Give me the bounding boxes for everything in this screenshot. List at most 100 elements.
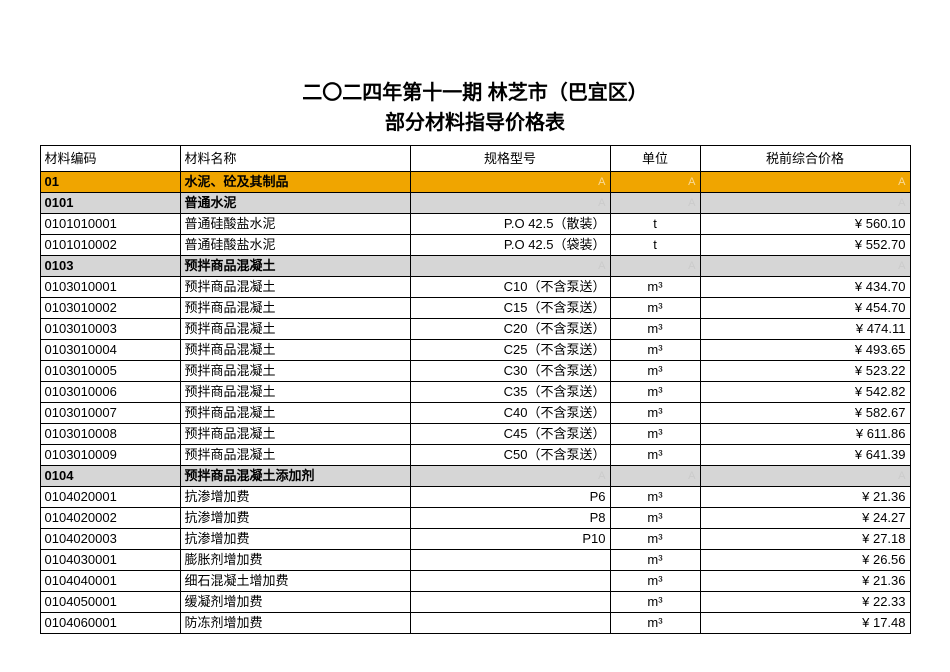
cell-price: A	[700, 466, 910, 487]
cell-spec: C30（不含泵送）	[410, 361, 610, 382]
table-body: 01水泥、砼及其制品AAA0101普通水泥AAA0101010001普通硅酸盐水…	[40, 172, 910, 634]
cell-code: 0104060001	[40, 613, 180, 634]
cell-code: 0104020002	[40, 508, 180, 529]
cell-spec	[410, 571, 610, 592]
table-row: 0104020003抗渗增加费P10m³¥ 27.18	[40, 529, 910, 550]
cell-unit: m³	[610, 592, 700, 613]
title-line-2: 部分材料指导价格表	[0, 106, 950, 135]
table-row: 0103010004预拌商品混凝土C25（不含泵送）m³¥ 493.65	[40, 340, 910, 361]
document-page: 二〇二四年第十一期 林芝市（巴宜区） 部分材料指导价格表 材料编码 材料名称 规…	[0, 0, 950, 634]
cell-code: 0101	[40, 193, 180, 214]
col-header-unit: 单位	[610, 146, 700, 172]
cell-unit: A	[610, 193, 700, 214]
cell-unit: m³	[610, 529, 700, 550]
price-table: 材料编码 材料名称 规格型号 单位 税前综合价格 01水泥、砼及其制品AAA01…	[40, 145, 911, 634]
cell-spec	[410, 550, 610, 571]
cell-name: 预拌商品混凝土	[180, 424, 410, 445]
cell-price: ¥ 611.86	[700, 424, 910, 445]
cell-name: 预拌商品混凝土	[180, 403, 410, 424]
cell-unit: m³	[610, 613, 700, 634]
cell-name: 普通硅酸盐水泥	[180, 235, 410, 256]
cell-price: ¥ 21.36	[700, 487, 910, 508]
cell-code: 0103010005	[40, 361, 180, 382]
cell-code: 0103010008	[40, 424, 180, 445]
cell-code: 0104020001	[40, 487, 180, 508]
cell-spec: P.O 42.5（散装）	[410, 214, 610, 235]
cell-unit: m³	[610, 403, 700, 424]
table-row: 0104050001缓凝剂增加费m³¥ 22.33	[40, 592, 910, 613]
cell-price: ¥ 26.56	[700, 550, 910, 571]
cell-price: ¥ 523.22	[700, 361, 910, 382]
cell-name: 预拌商品混凝土	[180, 256, 410, 277]
cell-spec	[410, 613, 610, 634]
cell-code: 0104020003	[40, 529, 180, 550]
cell-code: 0104030001	[40, 550, 180, 571]
cell-code: 0101010001	[40, 214, 180, 235]
table-row: 0104060001防冻剂增加费m³¥ 17.48	[40, 613, 910, 634]
cell-name: 缓凝剂增加费	[180, 592, 410, 613]
cell-spec: C10（不含泵送）	[410, 277, 610, 298]
table-row: 0103010008预拌商品混凝土C45（不含泵送）m³¥ 611.86	[40, 424, 910, 445]
table-row: 0103预拌商品混凝土AAA	[40, 256, 910, 277]
cell-unit: t	[610, 235, 700, 256]
cell-spec: A	[410, 193, 610, 214]
cell-name: 普通水泥	[180, 193, 410, 214]
cell-price: ¥ 27.18	[700, 529, 910, 550]
cell-unit: m³	[610, 424, 700, 445]
cell-price: ¥ 17.48	[700, 613, 910, 634]
cell-name: 抗渗增加费	[180, 487, 410, 508]
cell-name: 普通硅酸盐水泥	[180, 214, 410, 235]
cell-name: 预拌商品混凝土	[180, 445, 410, 466]
col-header-code: 材料编码	[40, 146, 180, 172]
cell-spec: C45（不含泵送）	[410, 424, 610, 445]
cell-unit: m³	[610, 277, 700, 298]
table-row: 0104020001抗渗增加费P6m³¥ 21.36	[40, 487, 910, 508]
cell-name: 预拌商品混凝土	[180, 361, 410, 382]
table-row: 0103010005预拌商品混凝土C30（不含泵送）m³¥ 523.22	[40, 361, 910, 382]
cell-code: 0103010001	[40, 277, 180, 298]
cell-unit: m³	[610, 508, 700, 529]
table-row: 0104预拌商品混凝土添加剂AAA	[40, 466, 910, 487]
col-header-spec: 规格型号	[410, 146, 610, 172]
title-line-1: 二〇二四年第十一期 林芝市（巴宜区）	[0, 80, 950, 106]
cell-spec: A	[410, 172, 610, 193]
col-header-price: 税前综合价格	[700, 146, 910, 172]
cell-price: ¥ 434.70	[700, 277, 910, 298]
table-header-row: 材料编码 材料名称 规格型号 单位 税前综合价格	[40, 146, 910, 172]
cell-code: 0101010002	[40, 235, 180, 256]
cell-code: 0104050001	[40, 592, 180, 613]
cell-code: 0104040001	[40, 571, 180, 592]
cell-price: ¥ 474.11	[700, 319, 910, 340]
cell-spec: C15（不含泵送）	[410, 298, 610, 319]
cell-spec: P6	[410, 487, 610, 508]
cell-unit: t	[610, 214, 700, 235]
cell-spec: P10	[410, 529, 610, 550]
cell-code: 0103010009	[40, 445, 180, 466]
cell-unit: m³	[610, 298, 700, 319]
cell-unit: m³	[610, 550, 700, 571]
table-row: 0103010007预拌商品混凝土C40（不含泵送）m³¥ 582.67	[40, 403, 910, 424]
cell-name: 预拌商品混凝土	[180, 382, 410, 403]
cell-price: ¥ 552.70	[700, 235, 910, 256]
table-row: 0103010001预拌商品混凝土C10（不含泵送）m³¥ 434.70	[40, 277, 910, 298]
cell-code: 0103010007	[40, 403, 180, 424]
cell-name: 预拌商品混凝土	[180, 319, 410, 340]
cell-unit: m³	[610, 571, 700, 592]
cell-price: ¥ 454.70	[700, 298, 910, 319]
cell-price: ¥ 560.10	[700, 214, 910, 235]
table-row: 0103010009预拌商品混凝土C50（不含泵送）m³¥ 641.39	[40, 445, 910, 466]
cell-name: 膨胀剂增加费	[180, 550, 410, 571]
cell-code: 0103	[40, 256, 180, 277]
cell-name: 预拌商品混凝土添加剂	[180, 466, 410, 487]
cell-spec: C20（不含泵送）	[410, 319, 610, 340]
cell-name: 预拌商品混凝土	[180, 277, 410, 298]
cell-code: 0104	[40, 466, 180, 487]
cell-price: ¥ 21.36	[700, 571, 910, 592]
table-row: 0101010002普通硅酸盐水泥P.O 42.5（袋装）t¥ 552.70	[40, 235, 910, 256]
cell-code: 0103010004	[40, 340, 180, 361]
cell-name: 抗渗增加费	[180, 508, 410, 529]
cell-unit: m³	[610, 361, 700, 382]
cell-spec: C35（不含泵送）	[410, 382, 610, 403]
cell-unit: m³	[610, 340, 700, 361]
cell-spec: A	[410, 466, 610, 487]
